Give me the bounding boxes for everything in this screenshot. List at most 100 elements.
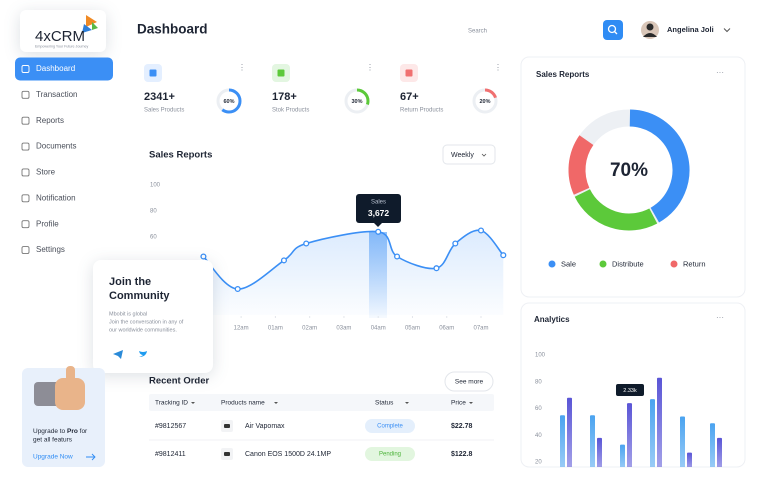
stats: ⋮ 2341+ Sales Products 60% ⋮ 178+ Stok Product… xyxy=(144,63,502,114)
nav-active[interactable] xyxy=(15,57,113,81)
sort-icon xyxy=(274,402,278,404)
y-tick-label: 60 xyxy=(150,235,157,241)
point xyxy=(280,257,288,264)
legend-swatch xyxy=(548,260,556,268)
stat-ring xyxy=(216,88,242,114)
x-tick-label: 06am xyxy=(439,326,454,332)
nav-item[interactable]: Notification xyxy=(36,193,76,202)
stat-label: Stok Products xyxy=(272,108,309,114)
upgrade-button[interactable]: Upgrade Now xyxy=(33,454,73,461)
logo-text: 4xCRM xyxy=(35,28,85,45)
community-text: Mbobit is global xyxy=(109,311,147,317)
nav-icon xyxy=(21,194,30,203)
chart-title: Sales Reports xyxy=(536,70,590,79)
donut-segment xyxy=(574,188,658,231)
thumb-illustration xyxy=(55,378,85,410)
tooltip-value: 2.33k xyxy=(623,388,637,394)
more-menu[interactable]: ··· xyxy=(716,68,724,77)
search-icon xyxy=(607,24,617,34)
tracking-id: #9812411 xyxy=(155,451,186,458)
x-tick-label: 05am xyxy=(405,326,420,332)
stat-ring-label: 20% xyxy=(479,99,490,105)
legend-swatch xyxy=(670,260,678,268)
bar xyxy=(710,423,715,467)
area xyxy=(203,230,504,315)
page-title: Dashboard xyxy=(137,22,208,37)
y-tick-label: 80 xyxy=(150,209,157,215)
y-tick-label: 60 xyxy=(535,406,542,412)
status-pill xyxy=(365,447,415,461)
chart-title: Sales Reports xyxy=(149,150,212,161)
avatar xyxy=(646,23,654,31)
chart-title: Analytics xyxy=(534,315,570,324)
dropdown-label: Weekly xyxy=(451,152,474,159)
point xyxy=(452,240,459,247)
price: $122.8 xyxy=(451,451,473,458)
stat-ring-label: 30% xyxy=(351,99,362,105)
sort-icon xyxy=(191,402,195,404)
column-header: Products name xyxy=(221,400,265,407)
nav-item[interactable]: Settings xyxy=(36,245,65,254)
point xyxy=(500,252,507,259)
telegram-icon[interactable] xyxy=(113,350,123,359)
bar xyxy=(597,437,602,467)
community-title: Join the xyxy=(109,276,151,288)
nav-item[interactable]: Documents xyxy=(36,142,76,151)
bar-chart: 100 80 60 40 20 xyxy=(535,353,722,467)
weekly-dropdown[interactable] xyxy=(442,144,496,165)
point xyxy=(234,285,241,293)
point xyxy=(200,253,207,260)
twitter-icon[interactable] xyxy=(139,351,147,357)
tooltip-value: 3,672 xyxy=(368,208,390,218)
search-input[interactable]: Search xyxy=(468,29,487,35)
search-button[interactable] xyxy=(603,20,623,40)
y-tick-label: 20 xyxy=(535,460,542,466)
bar xyxy=(567,397,572,467)
stat-menu[interactable]: ⋮ xyxy=(238,63,246,72)
more-menu[interactable]: ··· xyxy=(716,313,724,322)
dropdown-arrow xyxy=(481,153,487,157)
upgrade-arrow xyxy=(86,453,96,461)
nav-item[interactable]: Reports xyxy=(36,116,64,125)
nav-icon xyxy=(21,246,30,254)
bar xyxy=(590,415,595,467)
bar xyxy=(627,403,632,467)
point xyxy=(394,253,401,260)
see-more-button[interactable] xyxy=(444,371,494,392)
status: Complete xyxy=(377,424,403,430)
search-icon xyxy=(614,31,618,35)
nav-icon xyxy=(21,90,30,99)
stat-icon-glyph xyxy=(277,69,285,77)
column-header: Status xyxy=(375,400,394,407)
stat-menu[interactable]: ⋮ xyxy=(494,63,502,72)
stat-label: Return Products xyxy=(400,108,443,114)
nav: Dashboard Transaction Reports Documents Stor… xyxy=(15,57,113,254)
nav-item[interactable]: Transaction xyxy=(36,90,78,99)
stat-menu[interactable]: ⋮ xyxy=(366,63,374,72)
line xyxy=(202,229,504,290)
orders-table: Tracking ID Products name Status Price #9812… xyxy=(149,400,494,461)
upgrade-text: for xyxy=(80,428,88,435)
user-name[interactable]: Angelina Joli xyxy=(667,25,714,34)
y-tick-label: 80 xyxy=(535,379,542,385)
stat-ring-label: 60% xyxy=(223,99,234,105)
logo-mark xyxy=(92,22,98,30)
community-title: Community xyxy=(109,290,170,302)
stat-ring xyxy=(344,88,370,114)
see-more-label: See more xyxy=(455,379,484,386)
product-name: Air Vapomax xyxy=(245,423,285,430)
x-tick-label: 12am xyxy=(234,326,249,332)
tracking-id: #9812567 xyxy=(155,423,186,430)
nav-item[interactable]: Dashboard xyxy=(36,64,75,73)
product-name: Canon EOS 1500D 24.1MP xyxy=(245,451,331,458)
nav-icon xyxy=(21,220,30,229)
nav-item[interactable]: Profile xyxy=(36,219,59,228)
nav-item[interactable]: Store xyxy=(36,168,56,177)
y-tick-label: 40 xyxy=(535,433,542,439)
point xyxy=(477,227,485,234)
logo-card xyxy=(20,10,106,52)
nav-icon xyxy=(21,142,30,151)
x-tick-label: 03am xyxy=(336,326,351,332)
user-menu-arrow[interactable] xyxy=(723,28,731,33)
thumb-illustration xyxy=(66,366,75,384)
